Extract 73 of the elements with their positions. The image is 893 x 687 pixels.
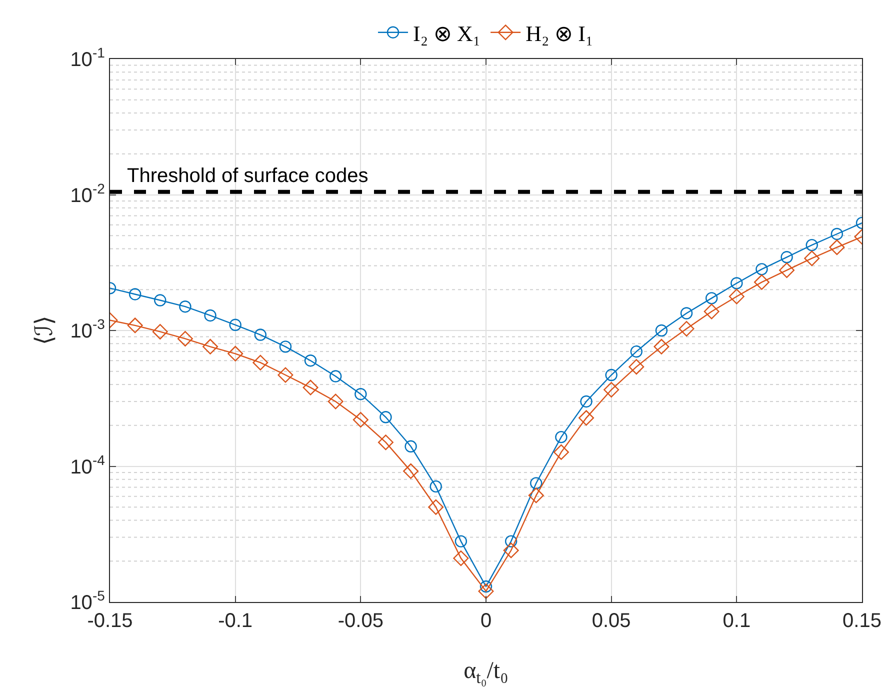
- point: [304, 354, 317, 367]
- point: [302, 380, 318, 396]
- point: [278, 367, 294, 383]
- x-tick-label: -0.1: [218, 610, 253, 632]
- point: [453, 550, 469, 566]
- y-tick-label: 10$^{-4}$: [70, 452, 106, 478]
- point: [553, 444, 569, 460]
- point: [177, 330, 193, 346]
- y-tick-label: 10$^{-2}$: [70, 180, 106, 207]
- point: [806, 238, 818, 252]
- point: [504, 535, 518, 548]
- point: [830, 228, 844, 240]
- point: [354, 388, 367, 400]
- point: [630, 345, 642, 358]
- point: [528, 488, 544, 504]
- point: [604, 382, 620, 398]
- point: [330, 370, 342, 382]
- y-axis-title: ⟨ℐ⟩: [32, 316, 58, 345]
- point: [804, 250, 820, 266]
- x-tick-label: 0.05: [592, 610, 631, 632]
- point: [352, 412, 368, 428]
- point: [503, 542, 519, 558]
- point: [279, 340, 292, 353]
- point: [779, 262, 795, 278]
- point: [578, 410, 594, 426]
- point: [780, 251, 793, 264]
- y-tick-label: 10$^{-1}$: [70, 44, 106, 71]
- point: [754, 274, 770, 290]
- point: [229, 318, 242, 331]
- x-tick-label: 0.1: [722, 610, 751, 632]
- legend-label: I₂ ⊗ X₁: [413, 20, 481, 46]
- point: [829, 240, 845, 256]
- point: [252, 354, 268, 370]
- point: [730, 277, 743, 290]
- point: [328, 394, 344, 410]
- point: [555, 430, 568, 444]
- point: [228, 346, 244, 362]
- x-tick-label: 0.15: [842, 610, 882, 632]
- point: [454, 535, 468, 548]
- point: [202, 338, 218, 354]
- point: [428, 499, 444, 515]
- point: [478, 584, 494, 599]
- point: [704, 304, 720, 320]
- point: [128, 288, 142, 300]
- point: [680, 307, 693, 320]
- point: [127, 318, 143, 334]
- point: [403, 463, 419, 479]
- point: [204, 309, 216, 322]
- point: [254, 328, 266, 341]
- point: [655, 324, 668, 337]
- point: [378, 434, 394, 450]
- point: [480, 580, 492, 593]
- point: [605, 368, 618, 382]
- point: [179, 300, 192, 313]
- legend-label: H₂ ⊗ I₁: [526, 20, 594, 46]
- ref-line-label: Threshold of surface codes: [127, 165, 368, 187]
- point: [728, 288, 744, 304]
- x-tick-label: 0: [480, 610, 492, 632]
- point: [580, 395, 592, 408]
- point: [152, 324, 168, 340]
- point: [706, 292, 718, 304]
- point: [404, 440, 417, 453]
- point: [756, 263, 768, 276]
- point: [154, 294, 166, 306]
- point: [628, 359, 644, 375]
- point: [530, 477, 542, 490]
- point: [380, 411, 392, 424]
- x-axis-title: α$_{t₀}$/t₀: [464, 658, 508, 687]
- point: [678, 321, 694, 337]
- x-tick-label: -0.05: [338, 610, 384, 632]
- point: [654, 338, 670, 354]
- y-tick-label: 10$^{-3}$: [70, 316, 106, 342]
- point: [430, 480, 442, 493]
